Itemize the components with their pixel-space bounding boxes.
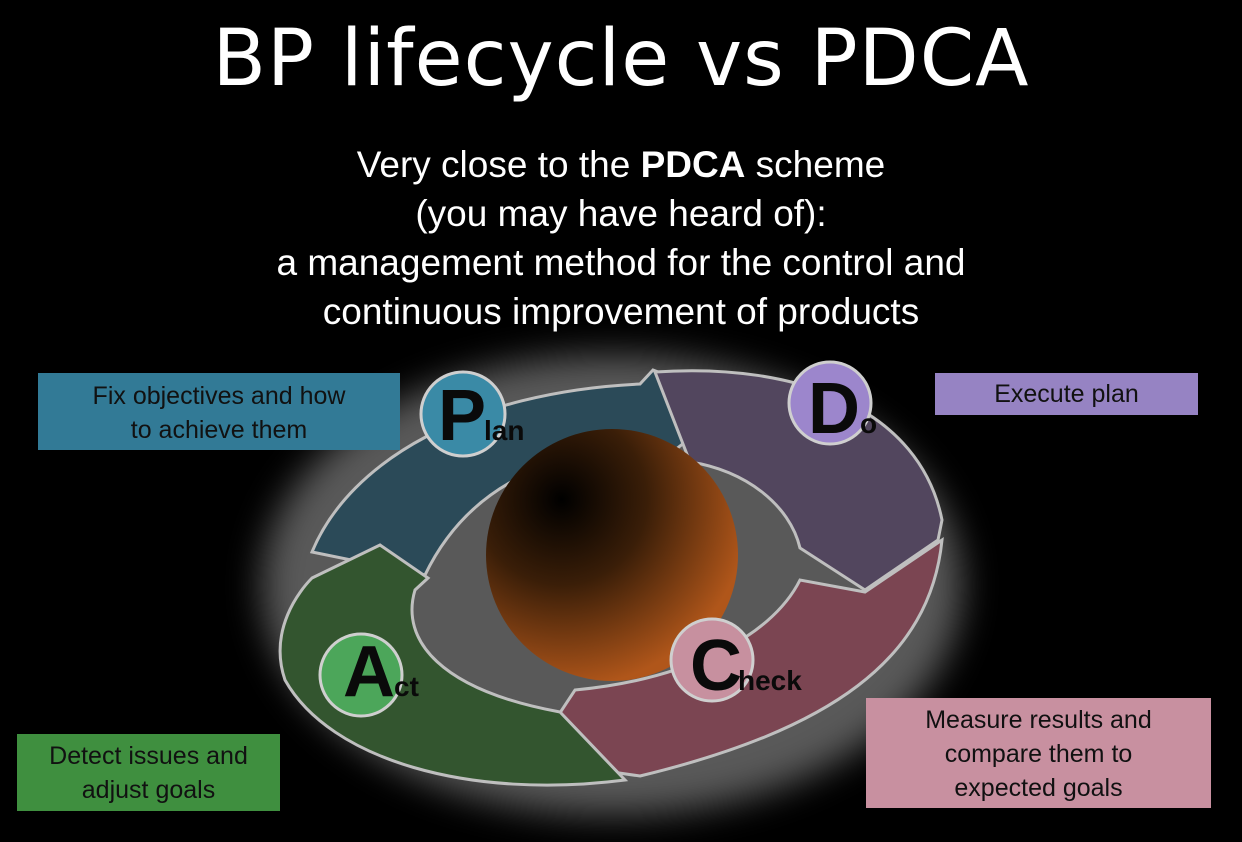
do-label-rest: o (860, 408, 877, 439)
subtitle-line-1: Very close to the PDCA scheme (100, 140, 1142, 189)
subtitle-bold-pdca: PDCA (640, 144, 746, 185)
act-description-line-2: adjust goals (81, 776, 216, 804)
check-description-box: Measure results and compare them to expe… (866, 698, 1211, 808)
check-description-line-2: compare them to (944, 740, 1133, 768)
center-sphere (486, 429, 738, 681)
do-letter: D (808, 369, 860, 449)
subtitle-line-3: a management method for the control and (276, 242, 966, 283)
subtitle-line-2: (you may have heard of): (415, 193, 827, 234)
slide-title: BP lifecycle vs PDCA (212, 14, 1030, 104)
subtitle-text: Very close to the (356, 144, 641, 185)
do-arrow (652, 369, 944, 592)
act-letter: A (343, 632, 395, 712)
plan-description-box: Fix objectives and how to achieve them (38, 373, 400, 450)
check-description-line-3: expected goals (954, 774, 1123, 802)
check-letter: C (690, 626, 742, 706)
check-label-rest: heck (738, 665, 802, 696)
plan-description-line-1: Fix objectives and how (92, 382, 346, 410)
act-description-line-1: Detect issues and (49, 742, 248, 770)
do-description-line-1: Execute plan (994, 380, 1139, 408)
plan-letter: P (438, 376, 486, 456)
plan-label-rest: lan (484, 415, 524, 446)
do-circle (787, 360, 873, 446)
act-arrow (278, 543, 629, 787)
act-circle (318, 632, 404, 718)
slide-subtitle: Very close to the PDCA scheme (you may h… (100, 140, 1142, 336)
act-label-rest: ct (394, 671, 419, 702)
subtitle-line-4: continuous improvement of products (322, 291, 920, 332)
act-description-box: Detect issues and adjust goals (17, 734, 280, 811)
subtitle-text: scheme (745, 144, 886, 185)
check-circle (669, 617, 755, 703)
plan-circle (419, 370, 507, 458)
check-description-line-1: Measure results and (925, 706, 1152, 734)
do-description-box: Execute plan (935, 373, 1198, 415)
plan-description-line-2: to achieve them (130, 416, 308, 444)
